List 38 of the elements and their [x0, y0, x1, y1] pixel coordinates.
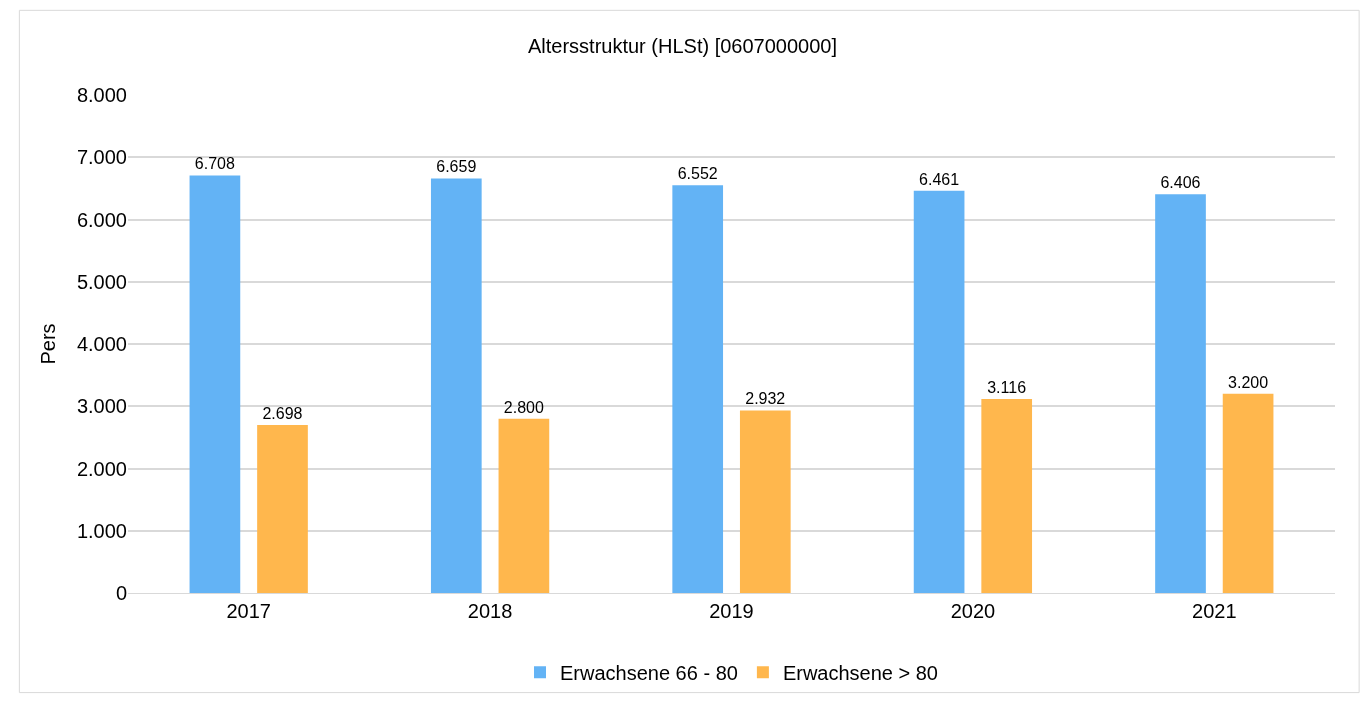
y-tick-label: 0	[115, 582, 127, 604]
bar	[913, 190, 965, 593]
y-tick-label: 3.000	[76, 395, 127, 418]
bar	[189, 175, 241, 593]
legend-label: Erwachsene > 80	[782, 662, 938, 685]
bar	[739, 410, 791, 593]
bar	[672, 185, 724, 593]
data-label: 6.708	[194, 155, 235, 173]
data-label: 6.461	[919, 170, 960, 188]
legend-label: Erwachsene 66 - 80	[560, 662, 738, 685]
data-label: 2.800	[503, 398, 544, 416]
y-tick-label: 4.000	[76, 333, 127, 355]
bar	[498, 418, 550, 593]
y-axis-title: Pers	[37, 323, 60, 365]
data-label: 3.200	[1228, 373, 1269, 391]
x-tick-label: 2018	[467, 600, 513, 622]
y-tick-label: 8.000	[76, 84, 127, 106]
data-label: 6.552	[677, 165, 718, 183]
bar	[1155, 194, 1206, 593]
chart-title: Altersstruktur (HLSt) [0607000000]	[527, 34, 838, 57]
y-tick-label: 1.000	[76, 519, 127, 542]
y-tick-label: 7.000	[76, 146, 127, 169]
x-tick-label: 2017	[226, 600, 271, 622]
data-label: 2.932	[745, 390, 786, 408]
y-tick-label: 6.000	[76, 208, 127, 231]
x-tick-label: 2021	[1192, 600, 1237, 622]
y-tick-label: 2.000	[76, 457, 127, 480]
bar	[1222, 393, 1274, 593]
bar	[981, 399, 1033, 593]
bar	[430, 178, 482, 593]
data-label: 6.659	[436, 158, 477, 176]
bar	[257, 425, 308, 593]
x-tick-label: 2020	[950, 600, 996, 622]
x-tick-label: 2019	[709, 600, 754, 622]
y-tick-label: 5.000	[76, 270, 127, 293]
data-label: 3.116	[987, 379, 1027, 397]
data-label: 6.406	[1160, 174, 1201, 192]
data-label: 2.698	[262, 405, 303, 423]
